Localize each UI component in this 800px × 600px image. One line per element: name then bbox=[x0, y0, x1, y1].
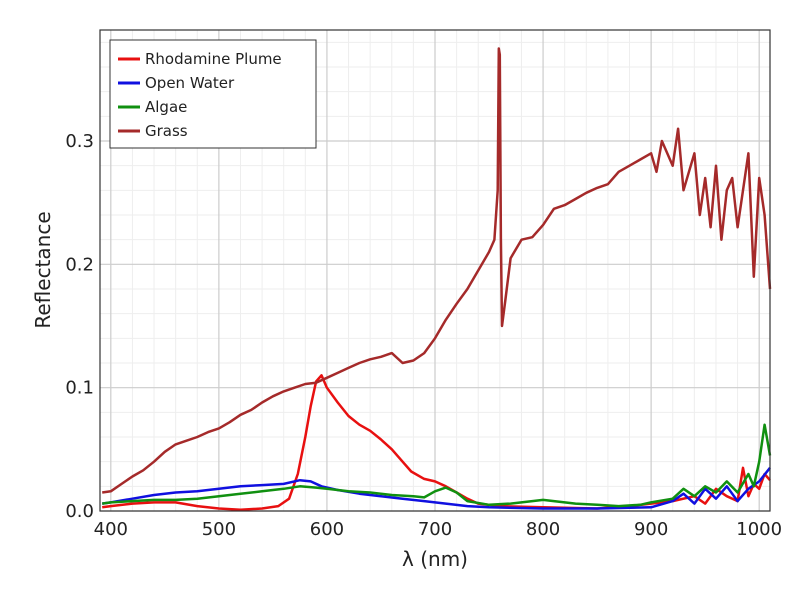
legend-label: Open Water bbox=[145, 74, 235, 92]
legend-label: Rhodamine Plume bbox=[145, 50, 282, 68]
y-tick-label: 0.0 bbox=[65, 501, 94, 522]
series-lines bbox=[102, 47, 772, 512]
series-line-open-water bbox=[102, 467, 771, 510]
x-axis-label: λ (nm) bbox=[402, 547, 468, 571]
y-tick-label: 0.3 bbox=[65, 131, 94, 152]
y-ticks: 0.0 0.1 0.2 0.3 bbox=[65, 131, 94, 522]
legend-box bbox=[109, 39, 317, 149]
y-tick-label: 0.1 bbox=[65, 378, 94, 399]
x-tick-label: 500 bbox=[202, 519, 236, 540]
legend-label: Grass bbox=[145, 122, 188, 140]
legend-label: Algae bbox=[145, 98, 187, 116]
plot-frame bbox=[99, 29, 771, 512]
x-tick-label: 600 bbox=[310, 519, 344, 540]
x-tick-label: 800 bbox=[526, 519, 560, 540]
series-line-grass bbox=[102, 47, 772, 494]
x-tick-label: 400 bbox=[94, 519, 128, 540]
x-tick-label: 1000 bbox=[736, 519, 782, 540]
legend: Rhodamine Plume Open Water Algae Grass bbox=[109, 39, 317, 149]
y-tick-label: 0.2 bbox=[65, 254, 94, 275]
x-ticks: 400 500 600 700 800 900 1000 bbox=[94, 519, 782, 540]
y-axis-label: Reflectance bbox=[31, 211, 55, 328]
series-line-algae bbox=[102, 423, 772, 508]
x-tick-label: 900 bbox=[634, 519, 668, 540]
x-tick-label: 700 bbox=[418, 519, 452, 540]
